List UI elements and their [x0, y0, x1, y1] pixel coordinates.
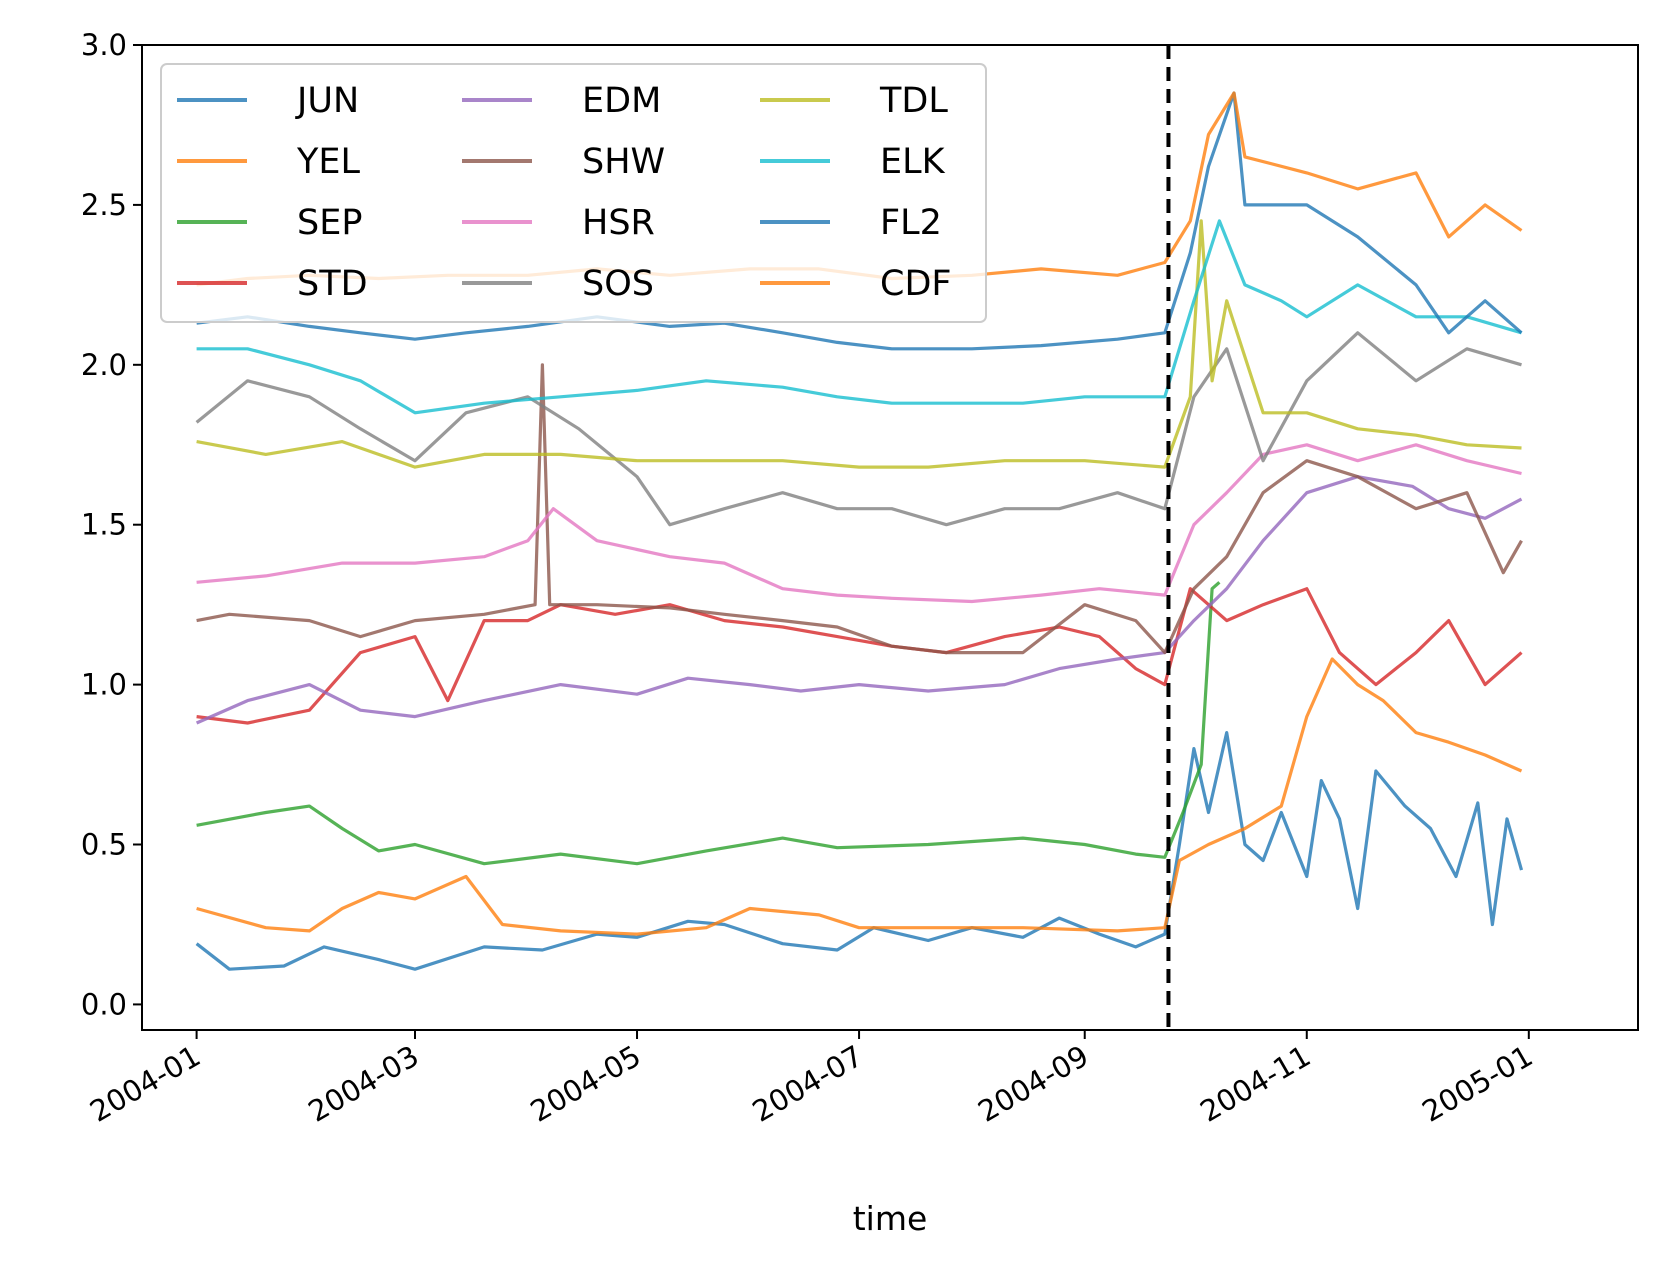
legend-label-tdl: TDL	[879, 81, 948, 121]
legend-label-shw: SHW	[582, 142, 665, 182]
series-line-elk	[196, 219, 1522, 415]
legend-items: JUN YEL SEP STD EDM SHW HSR SOS TDL ELK FL2 CDF	[177, 81, 952, 304]
series-layer	[195, 91, 1524, 971]
series-line-shw	[196, 363, 1523, 655]
legend-label-sos: SOS	[582, 264, 654, 304]
legend-label-elk: ELK	[880, 142, 946, 182]
series-line-edm	[195, 475, 1523, 725]
y-tick-label: 1.5	[81, 508, 127, 542]
y-axis: 0.0 0.5 1.0 1.5 2.0 2.5 3.0	[81, 28, 142, 1021]
y-tick-label: 0.5	[81, 828, 127, 862]
y-tick-label: 0.0	[81, 987, 127, 1021]
legend-label-hsr: HSR	[582, 203, 655, 243]
legend-label-fl2: FL2	[880, 203, 942, 243]
y-tick-label: 1.0	[81, 668, 127, 702]
series-line-hsr	[196, 443, 1522, 604]
series-line-sep	[196, 581, 1221, 866]
y-tick-label: 2.5	[81, 188, 127, 222]
legend-label-edm: EDM	[582, 81, 661, 121]
legend-label-std: STD	[297, 264, 368, 304]
legend-frame	[160, 63, 987, 323]
series-line-jun	[195, 730, 1524, 971]
legend-label-cdf: CDF	[880, 264, 952, 304]
legend: JUN YEL SEP STD EDM SHW HSR SOS TDL ELK FL2 CDF	[160, 63, 987, 323]
series-line-sos	[195, 331, 1522, 527]
y-tick-label: 3.0	[81, 28, 127, 62]
x-axis-title: time	[853, 1199, 928, 1238]
plot-frame	[141, 44, 1639, 1031]
legend-label-sep: SEP	[297, 203, 362, 243]
series-line-fl2	[196, 91, 1523, 351]
legend-label-jun: JUN	[295, 81, 359, 121]
y-tick-label: 2.0	[81, 348, 127, 382]
legend-label-yel: YEL	[296, 142, 360, 182]
series-line-tdl	[196, 219, 1522, 469]
series-line-yel	[196, 657, 1523, 936]
